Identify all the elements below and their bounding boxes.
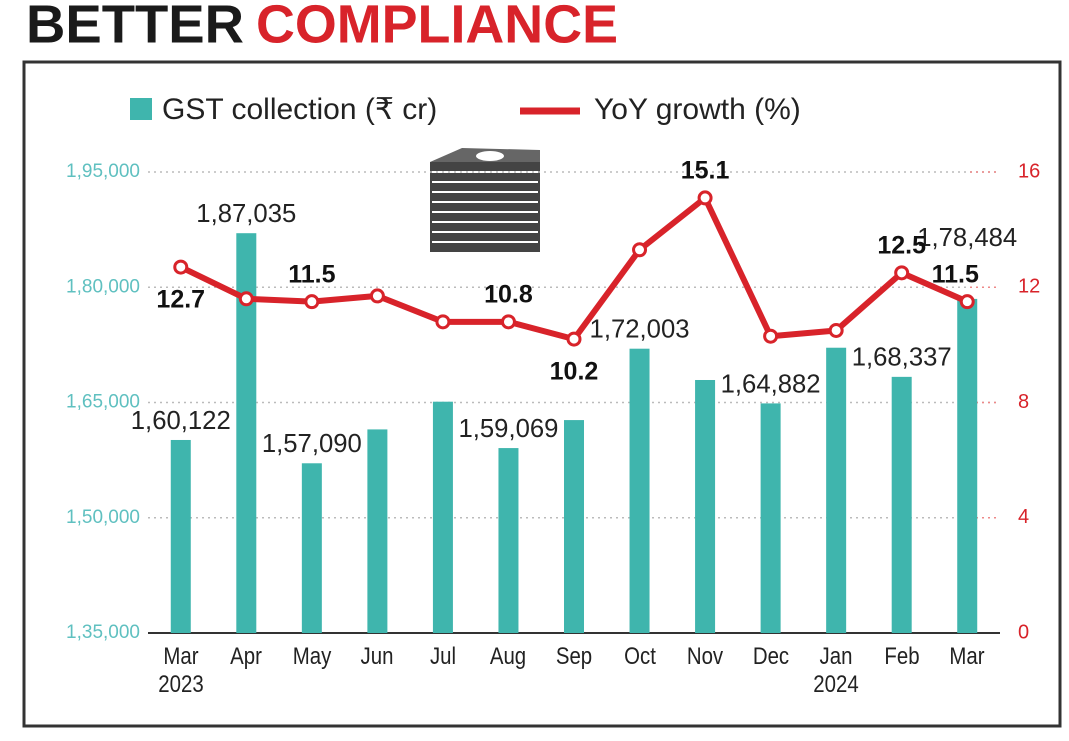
line-value-label: 15.1 (681, 157, 730, 185)
line-point (238, 291, 254, 307)
title-word: BETTER (26, 0, 244, 54)
y-tick-label: 1,80,000 (66, 276, 140, 297)
frame (22, 60, 1062, 728)
legend-label: YoY growth (%) (594, 93, 801, 126)
bar-value-label: 1,60,122 (131, 405, 231, 435)
line-value-label: 12.5 (877, 231, 926, 259)
line-value-label: 10.2 (550, 358, 599, 386)
line-point (632, 242, 648, 258)
line-point (763, 328, 779, 344)
line-point (697, 190, 713, 206)
bar-value-label: 1,68,337 (852, 342, 952, 372)
x-tick-label: Jul (429, 643, 456, 670)
bar (957, 298, 978, 633)
bar (629, 348, 650, 633)
money-icon (430, 148, 540, 252)
y2-tick-label: 16 (1018, 160, 1040, 182)
legend-label: GST collection (₹ cr) (162, 93, 437, 126)
bar-value-label: 1,72,003 (590, 314, 690, 344)
x-tick-label: Apr (230, 643, 263, 670)
line-point (173, 259, 189, 275)
bar (891, 376, 912, 633)
bar (301, 463, 322, 633)
line-value-label: 10.8 (484, 280, 533, 308)
y-tick-label: 1,95,000 (66, 161, 140, 182)
line-point (500, 314, 516, 330)
bar (236, 233, 257, 633)
bar-value-label: 1,64,882 (721, 368, 821, 398)
title-word: COMPLIANCE (256, 0, 618, 54)
bar (170, 439, 191, 633)
bar-value-label: 1,87,035 (196, 198, 296, 228)
line-point (828, 322, 844, 338)
y2-tick-label: 0 (1018, 621, 1029, 643)
legend-swatch (130, 98, 152, 120)
line-value-label: 12.7 (156, 286, 205, 314)
x-tick-label: Jan 2024 (813, 643, 859, 698)
line-point (304, 294, 320, 310)
line-value-label: 11.5 (932, 260, 979, 288)
x-tick-label: Feb (884, 643, 920, 670)
line-point (435, 314, 451, 330)
x-tick-label: Nov (686, 643, 724, 670)
y2-tick-label: 4 (1018, 506, 1029, 528)
y2-tick-label: 12 (1018, 276, 1040, 298)
bar (432, 401, 453, 633)
bar (760, 403, 781, 633)
bar (367, 429, 388, 633)
bar (826, 347, 847, 633)
x-tick-label: Jun (360, 643, 394, 670)
bar-value-label: 1,59,069 (458, 413, 558, 443)
bar (564, 420, 584, 633)
bar (695, 379, 716, 633)
y-tick-label: 1,50,000 (66, 507, 140, 528)
line-point (959, 294, 975, 310)
x-tick-label: Sep (555, 643, 593, 670)
bar (498, 448, 519, 633)
line-point (894, 265, 910, 281)
x-tick-label: Aug (490, 643, 527, 670)
x-tick-label: Mar 2023 (158, 643, 204, 698)
line-point (566, 331, 582, 347)
line-value-label: 11.5 (288, 260, 335, 288)
y-tick-label: 1,35,000 (66, 622, 140, 643)
x-tick-label: May (292, 643, 332, 670)
line-point (369, 288, 385, 304)
x-tick-label: Oct (623, 643, 656, 670)
y-tick-label: 1,65,000 (66, 392, 140, 413)
bar-value-label: 1,57,090 (262, 428, 362, 458)
x-tick-label: Mar (949, 643, 985, 670)
y2-tick-label: 8 (1018, 391, 1029, 413)
x-tick-label: Dec (752, 643, 789, 670)
bar-value-label: 1,78,484 (917, 222, 1017, 252)
